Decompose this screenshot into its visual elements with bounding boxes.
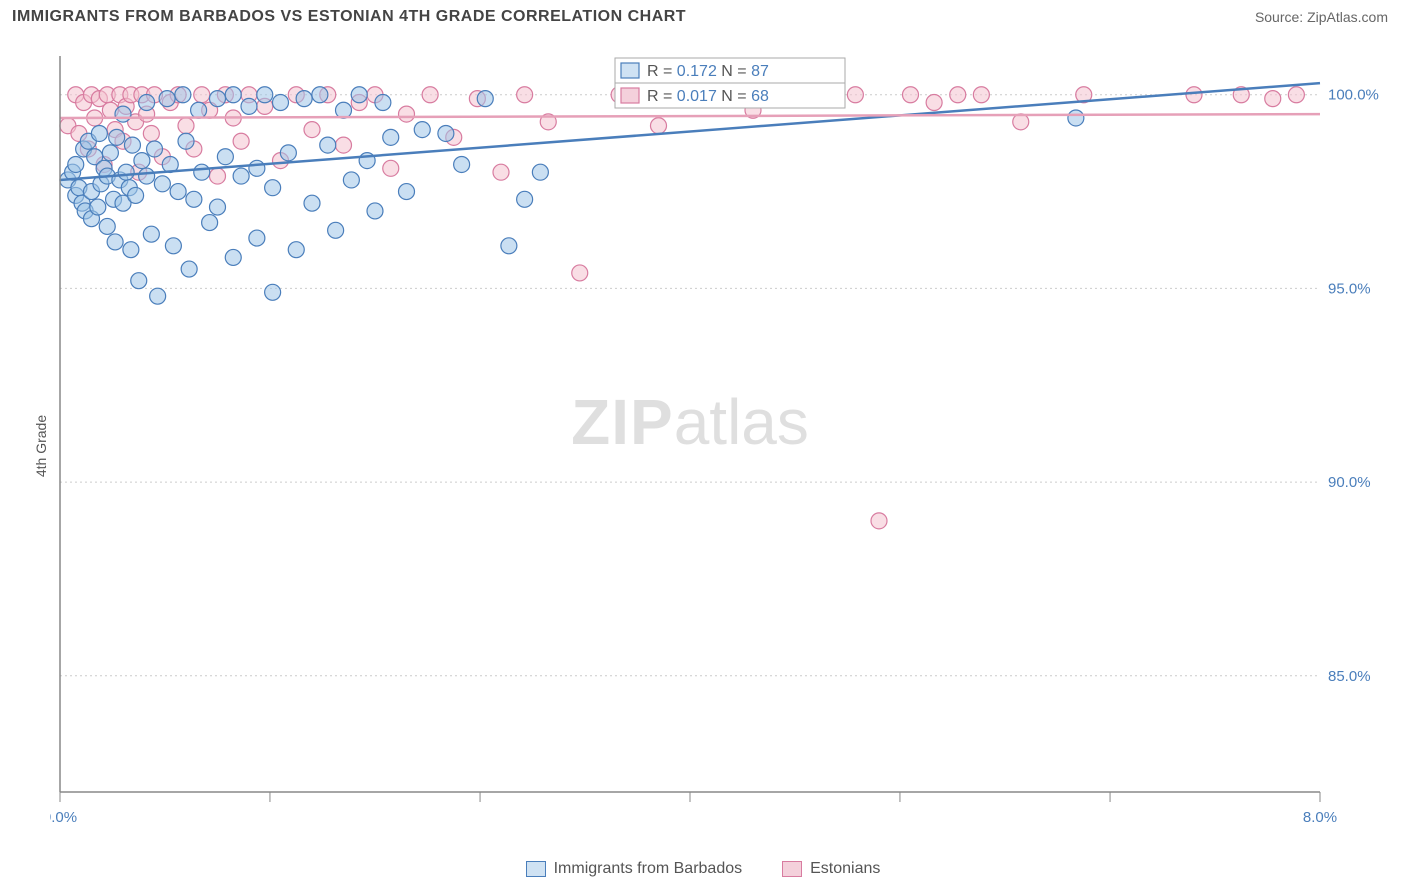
svg-text:ZIPatlas: ZIPatlas <box>571 386 809 458</box>
title-bar: IMMIGRANTS FROM BARBADOS VS ESTONIAN 4TH… <box>0 0 1406 30</box>
svg-text:90.0%: 90.0% <box>1328 474 1371 491</box>
legend-swatch-pink <box>782 861 802 877</box>
chart-title: IMMIGRANTS FROM BARBADOS VS ESTONIAN 4TH… <box>12 8 686 26</box>
legend-item-barbados: Immigrants from Barbados <box>526 860 743 878</box>
y-axis-label: 4th Grade <box>33 415 49 477</box>
svg-text:0.0%: 0.0% <box>50 809 77 826</box>
bottom-legend: Immigrants from Barbados Estonians <box>0 860 1406 878</box>
source-label: Source: ZipAtlas.com <box>1255 9 1388 25</box>
scatter-chart-svg: 85.0% 90.0% 95.0% 100.0% ZIPatlas 0.0% 8.0% R =… <box>50 50 1388 832</box>
svg-text:95.0%: 95.0% <box>1328 280 1371 297</box>
legend-swatch-blue <box>526 861 546 877</box>
legend-label-estonians: Estonians <box>810 860 880 878</box>
svg-text:R = 0.017 N = 68: R = 0.017 N = 68 <box>647 88 769 105</box>
svg-text:85.0%: 85.0% <box>1328 668 1371 685</box>
svg-text:R = 0.172 N = 87: R = 0.172 N = 87 <box>647 63 769 80</box>
svg-text:8.0%: 8.0% <box>1303 809 1337 826</box>
legend-label-barbados: Immigrants from Barbados <box>554 860 743 878</box>
legend-item-estonians: Estonians <box>782 860 880 878</box>
svg-text:100.0%: 100.0% <box>1328 87 1379 104</box>
chart-area: 85.0% 90.0% 95.0% 100.0% ZIPatlas 0.0% 8.0% R =… <box>50 50 1388 832</box>
